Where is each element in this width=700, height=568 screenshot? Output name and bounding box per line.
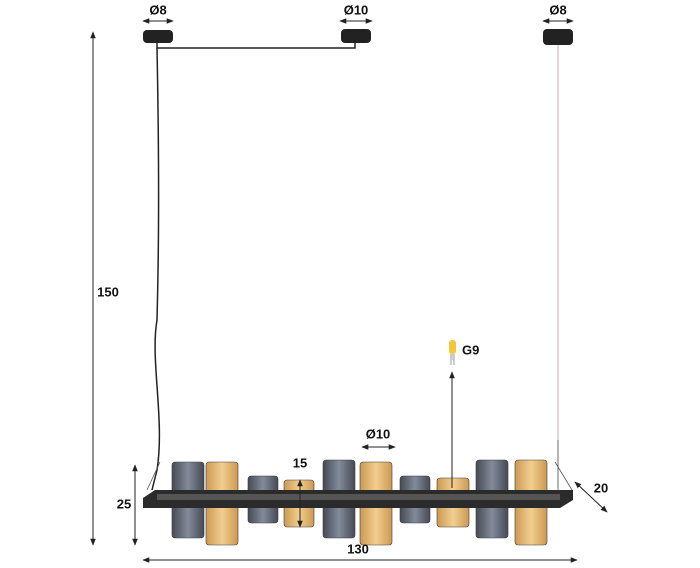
canopy-label: Ø8 bbox=[549, 2, 566, 17]
height-label: 150 bbox=[97, 284, 119, 299]
bar-height-label: 25 bbox=[117, 496, 131, 511]
shade-height-label: 15 bbox=[293, 455, 307, 470]
length-label: 130 bbox=[347, 541, 369, 556]
bulb-icon bbox=[449, 340, 456, 365]
shade-diameter-label: Ø10 bbox=[366, 426, 391, 441]
bulb-label: G9 bbox=[462, 342, 479, 357]
depth-label: 20 bbox=[594, 480, 608, 495]
dimension-lines bbox=[90, 18, 608, 563]
canopies bbox=[143, 29, 573, 45]
canopy-label: Ø10 bbox=[344, 2, 369, 17]
wires bbox=[146, 43, 573, 491]
canopy-label: Ø8 bbox=[149, 2, 166, 17]
